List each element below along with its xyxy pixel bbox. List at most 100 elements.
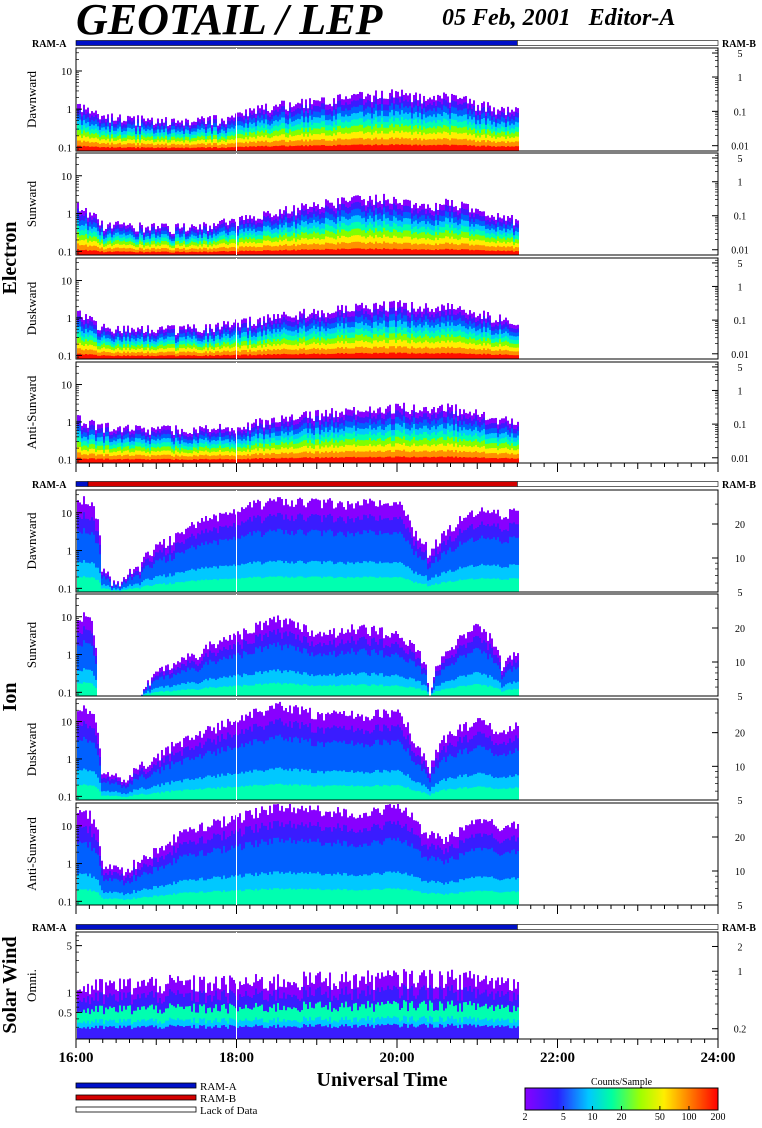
group-label: Electron (0, 222, 21, 295)
y-tick-label: 1 (67, 313, 73, 325)
right-tick-label: 0.1 (734, 107, 747, 118)
y-tick-label: 10 (61, 380, 73, 392)
panel-label: Sunward (24, 621, 39, 668)
x-tick-label: 16:00 (59, 1050, 94, 1066)
panel-label: Dawnward (24, 512, 39, 570)
panel-frame (75, 152, 719, 256)
y-tick-label: 1 (67, 546, 73, 558)
right-tick-label: 1 (738, 178, 743, 189)
legend-swatch (75, 1094, 197, 1101)
legend-swatch (75, 1082, 197, 1089)
right-tick-label: 10 (735, 658, 745, 669)
right-tick-label: 0.1 (734, 420, 747, 431)
right-tick-label: 5 (738, 588, 743, 599)
legend-label: Lack of Data (200, 1105, 258, 1117)
y-tick-label: 1 (67, 417, 73, 429)
panel-label: Omni. (24, 969, 39, 1002)
panel-frame (75, 593, 719, 697)
y-tick-label: 0.1 (58, 687, 72, 699)
right-tick-label: 10 (735, 554, 745, 565)
y-tick-label: 5 (67, 941, 73, 953)
heatmap-ion-sunward (77, 612, 519, 697)
right-tick-label: 1 (738, 967, 743, 978)
y-tick-label: 1 (67, 754, 73, 766)
right-tick-label: 0.1 (734, 316, 747, 327)
right-tick-label: 0.01 (731, 142, 749, 153)
panel-label: Duskward (24, 281, 39, 335)
colorbar-tick-label: 5 (561, 1112, 566, 1123)
y-tick-label: 1 (67, 104, 73, 116)
right-tick-label: 20 (735, 729, 745, 740)
heatmap-layer (77, 89, 519, 1040)
right-tick-label: 5 (738, 259, 743, 270)
y-tick-label: 0.5 (58, 1007, 72, 1019)
colorbar-tick-label: 20 (617, 1112, 627, 1123)
x-tick-label: 18:00 (219, 1050, 254, 1066)
y-tick-label: 10 (61, 821, 73, 833)
editor-label: Editor-A (588, 5, 676, 31)
colorbar-tick-label: 2 (523, 1112, 528, 1123)
date-label: 05 Feb, 2001 (442, 5, 571, 31)
right-tick-label: 20 (735, 520, 745, 531)
y-tick-label: 10 (61, 612, 73, 624)
ram-mode-segment (75, 924, 518, 930)
right-tick-label: 5 (738, 49, 743, 60)
panel-label: Dawnward (24, 70, 39, 128)
y-tick-label: 0.1 (58, 896, 72, 908)
ram-a-label: RAM-A (32, 39, 67, 50)
ram-mode-segment (75, 481, 89, 487)
y-tick-label: 0.1 (58, 246, 72, 258)
x-tick-label: 22:00 (540, 1050, 575, 1066)
y-tick-label: 10 (61, 66, 73, 78)
text-layer: RAM-A RAM-B RAM-A RAM-B RAM-A RAM-B 10 1 0.1 5 1 0.… (0, 39, 756, 1123)
ram-a-label: RAM-A (32, 480, 67, 491)
right-tick-label: 0.01 (731, 350, 749, 361)
ram-a-label: RAM-A (32, 923, 67, 934)
y-tick-label: 0.1 (58, 350, 72, 362)
right-tick-label: 0.2 (734, 1025, 747, 1036)
y-tick-label: 0.1 (58, 791, 72, 803)
heatmap-electron-anti-sunward (77, 402, 519, 464)
right-tick-label: 20 (735, 833, 745, 844)
y-tick-label: 10 (61, 508, 73, 520)
y-tick-label: 1 (67, 209, 73, 221)
ram-mode-segment (517, 481, 719, 487)
heatmap-electron-duskward (77, 300, 519, 360)
panel-frame (75, 489, 719, 593)
x-axis-label: Universal Time (317, 1069, 448, 1091)
y-tick-label: 1 (67, 650, 73, 662)
ram-mode-segment (517, 924, 719, 930)
right-tick-label: 1 (738, 282, 743, 293)
ram-mode-segment (87, 481, 518, 487)
right-tick-label: 5 (738, 901, 743, 912)
y-tick-label: 10 (61, 717, 73, 729)
right-tick-label: 0.1 (734, 212, 747, 223)
chart-title: GEOTAIL / LEP (76, 0, 383, 44)
group-label: Solar Wind (0, 936, 21, 1033)
y-tick-label: 0.1 (58, 142, 72, 154)
y-tick-label: 10 (61, 276, 73, 288)
panel-frame (75, 698, 719, 801)
right-tick-label: 5 (738, 692, 743, 703)
right-tick-label: 10 (735, 867, 745, 878)
colorbar-title: Counts/Sample (591, 1077, 653, 1088)
heatmap-ion-dawnward (77, 496, 519, 593)
legend-label: RAM-B (200, 1093, 236, 1105)
frame-layer (75, 40, 719, 1113)
right-tick-label: 0.01 (731, 246, 749, 257)
colorbar-tick-label: 10 (587, 1112, 597, 1123)
y-tick-label: 0.1 (58, 454, 72, 466)
x-tick-label: 20:00 (380, 1050, 415, 1066)
y-tick-label: 10 (61, 171, 73, 183)
ram-b-label: RAM-B (722, 480, 756, 491)
heatmap-electron-sunward (77, 193, 519, 256)
right-tick-label: 5 (738, 796, 743, 807)
heatmap-solar-wind-omni- (77, 969, 519, 1040)
y-tick-label: 1 (67, 987, 73, 999)
ram-b-label: RAM-B (722, 39, 756, 50)
colorbar-tick-label: 200 (711, 1112, 726, 1123)
right-tick-label: 20 (735, 624, 745, 635)
panel-frame (75, 257, 719, 360)
right-tick-label: 2 (738, 942, 743, 953)
